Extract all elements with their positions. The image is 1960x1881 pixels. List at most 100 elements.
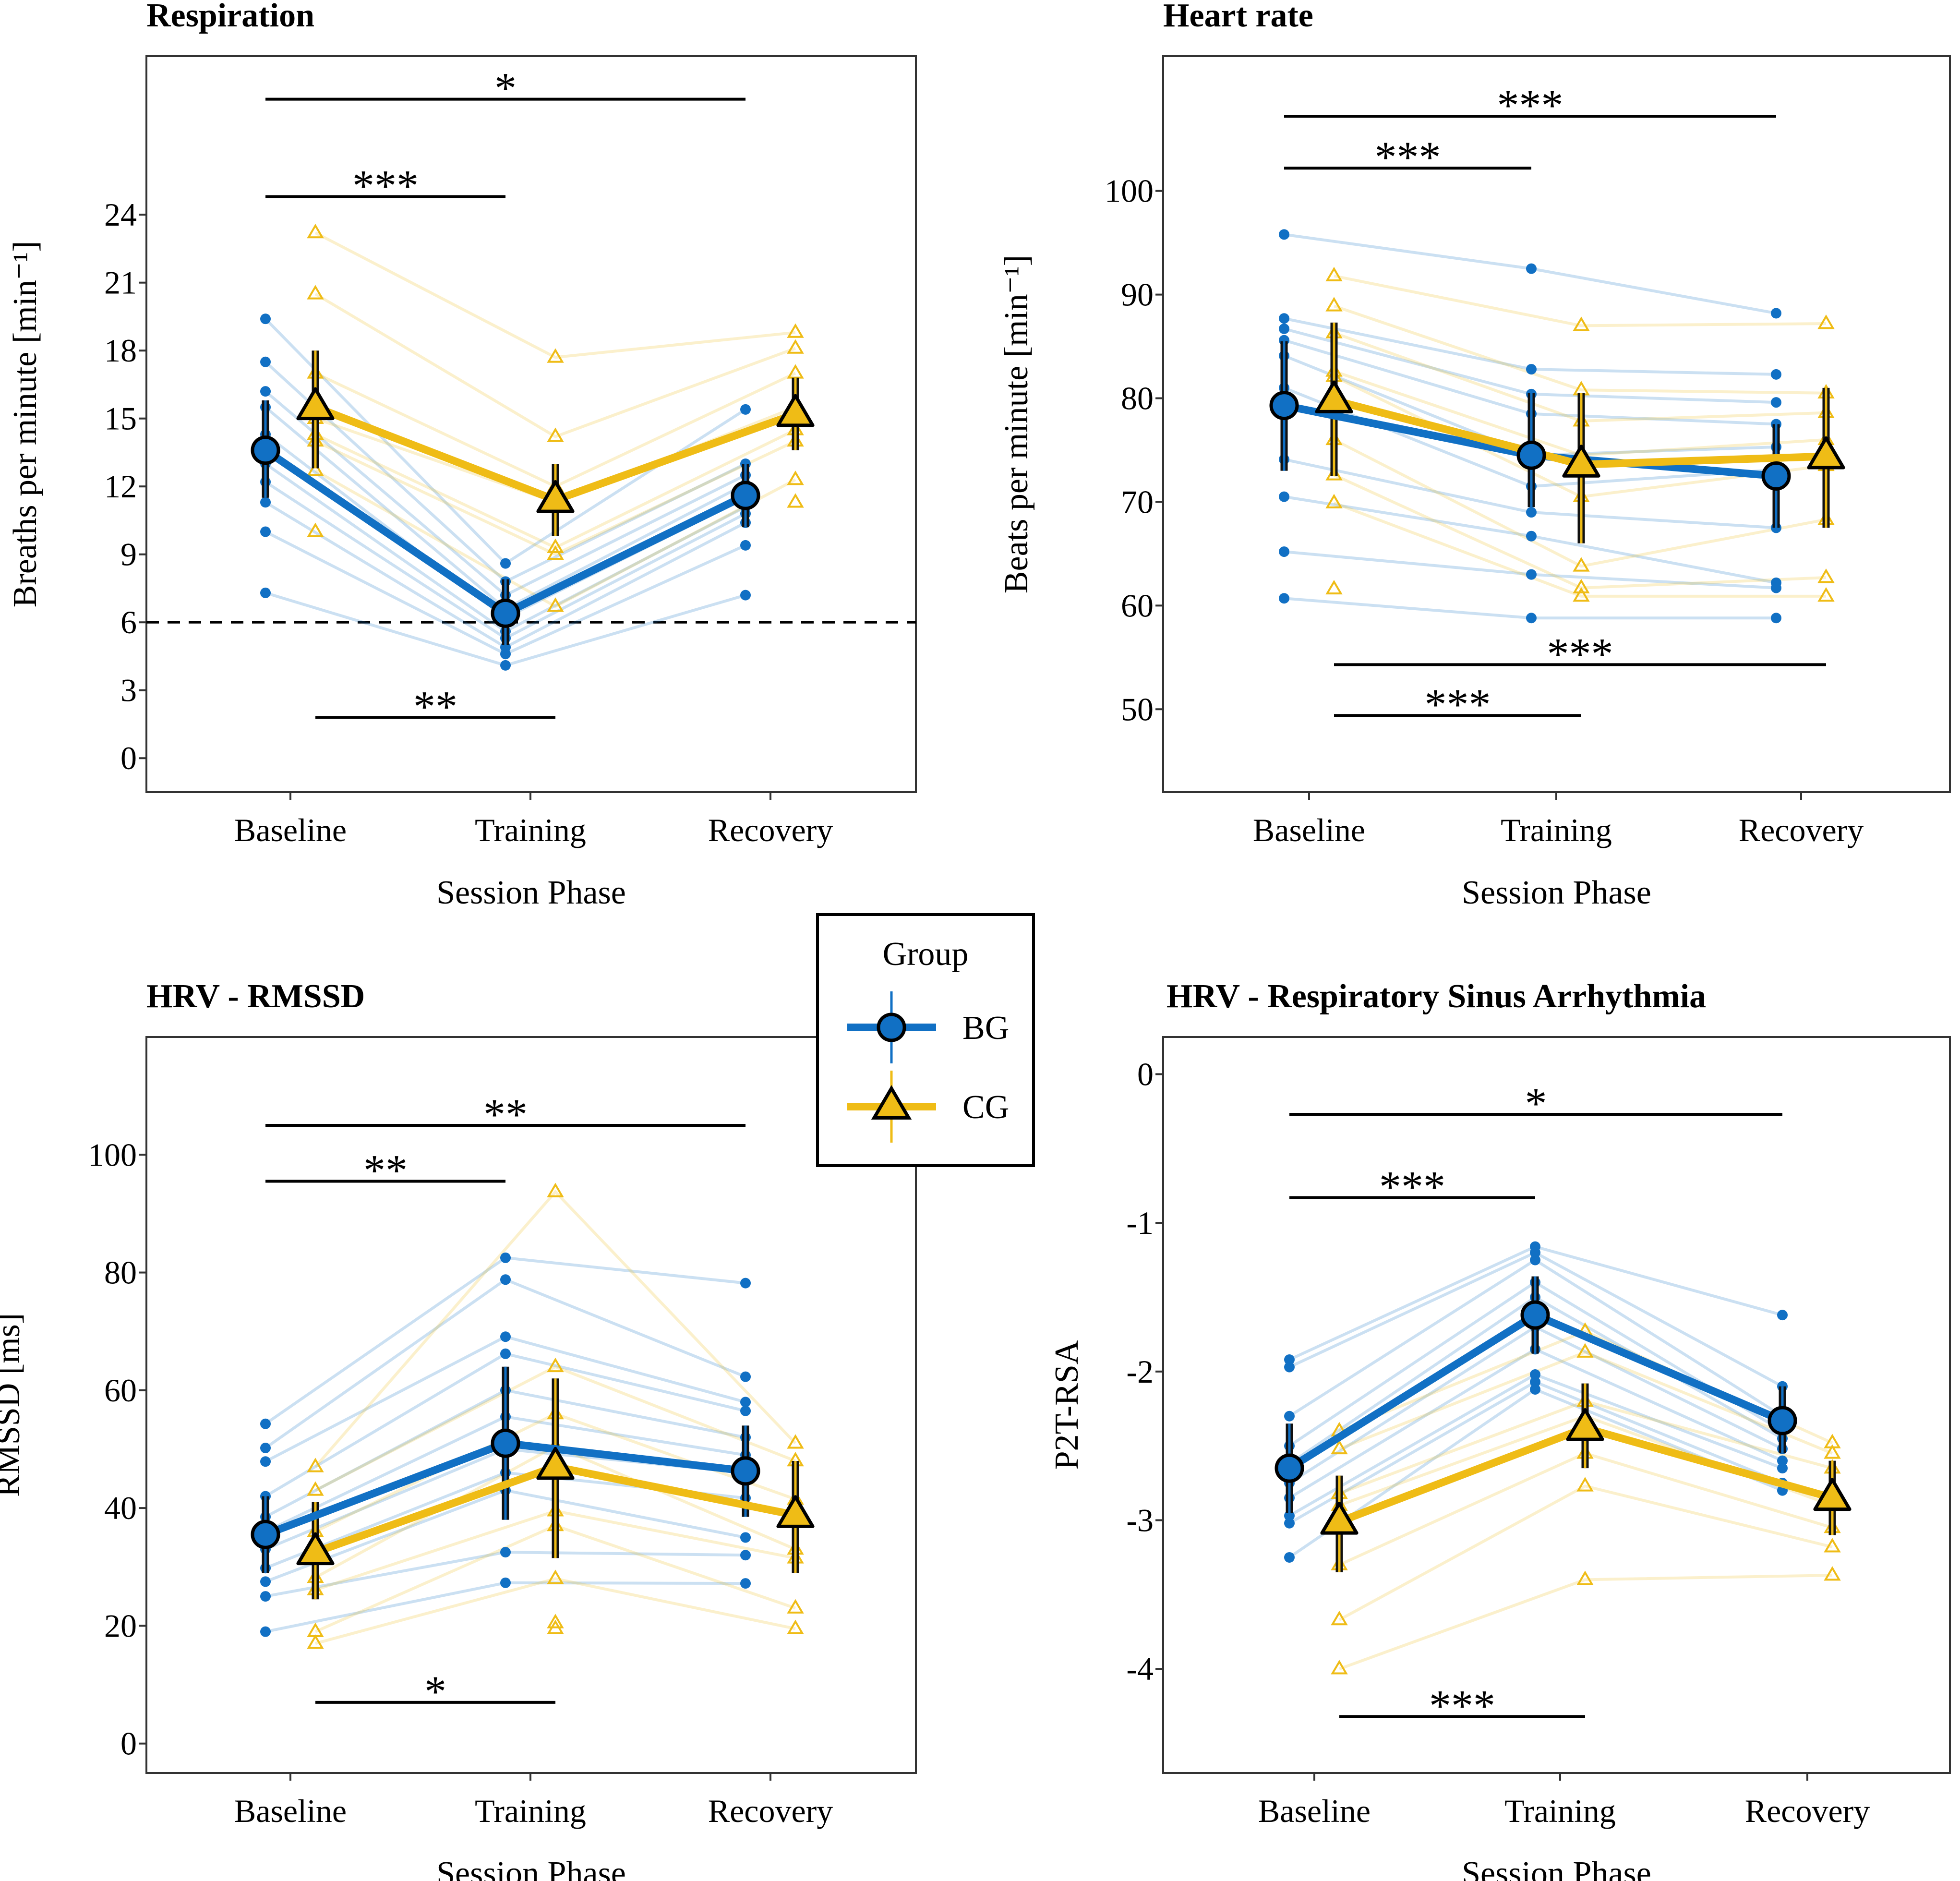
y-tick-label: 9 bbox=[120, 536, 137, 573]
y-tick-label: 40 bbox=[104, 1490, 137, 1526]
subject-line-CG bbox=[1333, 438, 1827, 568]
y-tick-label: 0 bbox=[120, 1725, 137, 1762]
panel-title: Respiration bbox=[146, 0, 314, 34]
subject-point-CG bbox=[787, 323, 804, 338]
subject-point-BG bbox=[260, 1418, 271, 1429]
significance-label: ** bbox=[483, 1090, 528, 1139]
subject-line-CG bbox=[1334, 274, 1827, 327]
subject-point-CG bbox=[1325, 494, 1343, 508]
subject-point-BG bbox=[260, 1456, 271, 1467]
y-tick-label: 6 bbox=[120, 604, 137, 640]
y-tick-label: -2 bbox=[1126, 1353, 1154, 1390]
subject-point-BG bbox=[1279, 491, 1289, 502]
subject-point-BG bbox=[740, 1278, 751, 1289]
subject-point-BG bbox=[1771, 397, 1781, 408]
subject-line-CG bbox=[1338, 1451, 1833, 1567]
mean-marker-BG bbox=[491, 598, 520, 628]
subject-point-BG bbox=[1526, 263, 1537, 274]
y-axis-label: RMSSD [ms] bbox=[0, 1313, 27, 1497]
panel-title: HRV - RMSSD bbox=[146, 978, 365, 1015]
mean-marker-BG bbox=[251, 435, 280, 465]
significance-label: *** bbox=[1379, 1162, 1445, 1211]
subject-point-BG bbox=[1530, 1369, 1540, 1380]
subject-point-CG bbox=[1817, 568, 1835, 583]
y-tick-label: 80 bbox=[1121, 380, 1154, 417]
subject-point-BG bbox=[1530, 1384, 1540, 1395]
subject-point-BG bbox=[1530, 1254, 1540, 1266]
subject-line-CG bbox=[315, 1577, 796, 1645]
subject-point-CG bbox=[1573, 316, 1590, 331]
y-tick-label: 90 bbox=[1121, 277, 1154, 313]
x-tick-label: Training bbox=[475, 1793, 586, 1829]
subject-line-BG bbox=[1284, 233, 1777, 315]
subject-point-CG bbox=[1817, 314, 1835, 329]
subject-point-CG bbox=[307, 522, 324, 537]
subject-point-CG bbox=[1573, 587, 1590, 602]
mean-marker-BG bbox=[1269, 391, 1299, 421]
mean-marker-CG bbox=[1566, 1408, 1604, 1441]
x-axis-label: Session Phase bbox=[436, 874, 626, 911]
subject-point-CG bbox=[307, 285, 324, 300]
subject-point-BG bbox=[1771, 369, 1781, 380]
subject-point-BG bbox=[500, 558, 511, 569]
subject-point-BG bbox=[500, 1348, 511, 1359]
subject-point-BG bbox=[1777, 1455, 1788, 1466]
y-axis-label: Breaths per minute [min⁻¹] bbox=[7, 241, 44, 608]
subject-point-BG bbox=[500, 1274, 511, 1285]
subject-line-CG bbox=[314, 1190, 797, 1468]
y-tick-label: 24 bbox=[104, 196, 137, 233]
significance-label: *** bbox=[1375, 133, 1441, 181]
subject-point-CG bbox=[307, 1458, 324, 1472]
plot-frame bbox=[1162, 1036, 1951, 1774]
mean-marker-BG bbox=[1275, 1453, 1304, 1483]
subject-point-BG bbox=[740, 1550, 751, 1561]
subject-point-CG bbox=[1325, 579, 1343, 595]
x-tick-label: Recovery bbox=[708, 812, 833, 848]
y-tick-label: 21 bbox=[104, 265, 137, 301]
significance-label: *** bbox=[1425, 680, 1491, 729]
mean-marker-CG bbox=[296, 387, 335, 421]
subject-point-BG bbox=[1526, 364, 1537, 375]
x-axis-label: Session Phase bbox=[436, 1855, 626, 1881]
subject-point-CG bbox=[1817, 587, 1835, 602]
subject-point-BG bbox=[1771, 308, 1781, 319]
subject-point-CG bbox=[307, 223, 324, 239]
y-tick-label: 18 bbox=[104, 332, 137, 369]
mean-marker-BG bbox=[1520, 1300, 1550, 1330]
subject-point-BG bbox=[260, 356, 271, 367]
mean-marker-BG bbox=[251, 1519, 280, 1549]
subject-line-CG bbox=[1338, 1350, 1833, 1455]
significance-label: *** bbox=[1497, 81, 1563, 130]
subject-line-CG bbox=[314, 469, 796, 608]
legend-marker-CG bbox=[871, 1085, 912, 1120]
subject-point-BG bbox=[500, 1577, 511, 1588]
x-tick-label: Training bbox=[475, 812, 586, 848]
subject-point-CG bbox=[1824, 1444, 1841, 1459]
subject-point-BG bbox=[260, 1591, 271, 1602]
subject-point-BG bbox=[1279, 313, 1289, 324]
subject-point-BG bbox=[500, 1547, 511, 1558]
mean-marker-CG bbox=[1315, 380, 1353, 413]
subject-line-BG bbox=[265, 1581, 746, 1633]
y-tick-label: 70 bbox=[1121, 483, 1154, 520]
subject-point-CG bbox=[307, 1634, 324, 1649]
y-tick-label: 12 bbox=[104, 468, 137, 505]
subject-point-BG bbox=[740, 1397, 751, 1408]
subject-point-CG bbox=[1573, 579, 1590, 593]
subject-point-CG bbox=[1576, 1570, 1594, 1585]
subject-line-BG bbox=[265, 1551, 746, 1598]
subject-line-CG bbox=[1338, 1574, 1833, 1671]
x-tick-label: Recovery bbox=[1745, 1793, 1870, 1829]
x-tick-label: Baseline bbox=[1253, 812, 1365, 848]
subject-point-CG bbox=[787, 493, 804, 508]
subject-point-BG bbox=[1284, 1552, 1295, 1563]
subject-point-BG bbox=[1284, 1411, 1295, 1422]
x-tick-label: Recovery bbox=[708, 1793, 833, 1829]
significance-label: * bbox=[494, 64, 517, 113]
legend-title: Group bbox=[883, 936, 969, 973]
subject-point-CG bbox=[1824, 1538, 1841, 1553]
subject-point-CG bbox=[787, 339, 804, 354]
subject-point-BG bbox=[1284, 1362, 1295, 1373]
subject-point-BG bbox=[500, 649, 511, 660]
